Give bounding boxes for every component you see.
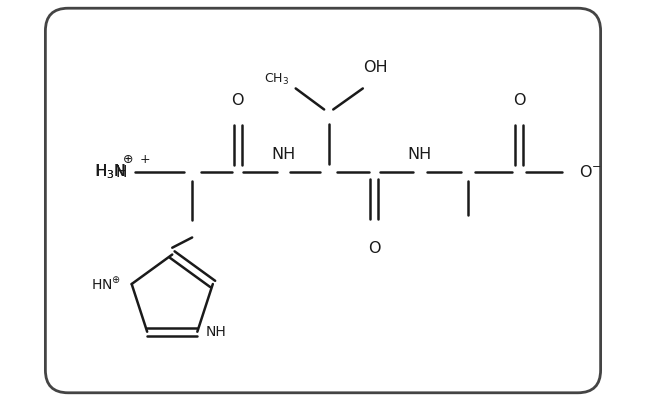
Text: O: O [368,241,380,257]
Text: H$_3$N: H$_3$N [94,163,126,181]
Text: $\oplus$: $\oplus$ [121,153,133,166]
Text: NH: NH [206,325,227,339]
Text: O$^{-}$: O$^{-}$ [579,164,602,180]
Text: OH: OH [363,60,388,75]
Text: O: O [513,93,525,108]
Text: NH: NH [271,147,295,162]
Text: H: H [115,164,127,180]
Text: O: O [231,93,244,108]
Text: CH$_3$: CH$_3$ [264,72,289,87]
Text: +: + [140,153,151,166]
Text: NH: NH [408,147,432,162]
Text: HN$^{\oplus}$: HN$^{\oplus}$ [91,275,121,292]
Text: H$_3$N: H$_3$N [95,163,125,181]
